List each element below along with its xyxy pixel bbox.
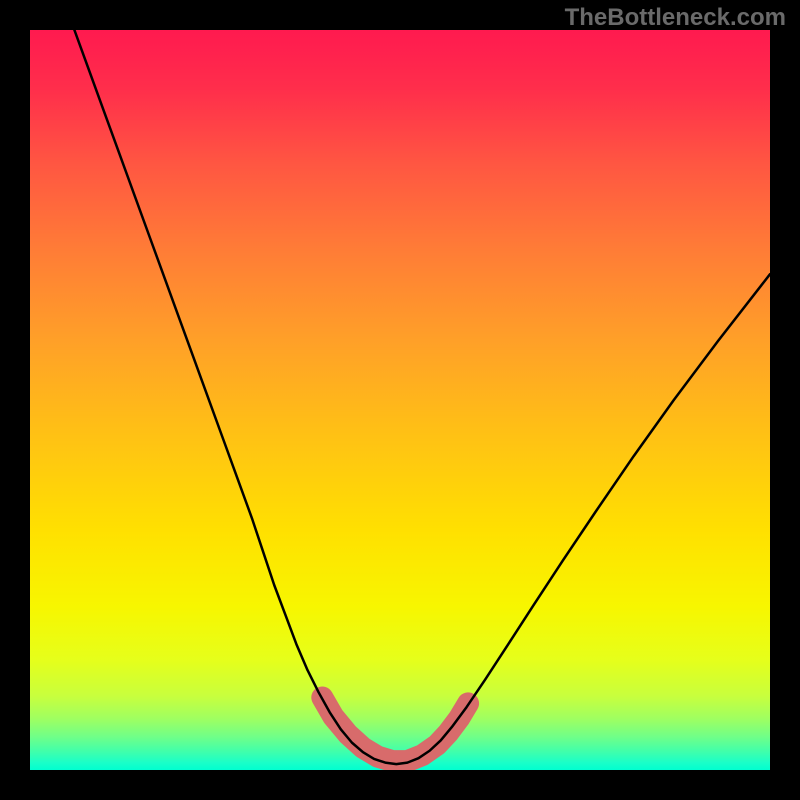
bottleneck-curve	[74, 30, 770, 764]
watermark-text: TheBottleneck.com	[565, 4, 786, 32]
chart-frame: TheBottleneck.com	[0, 0, 800, 800]
valley-highlight	[322, 697, 468, 761]
curve-layer	[30, 30, 770, 770]
plot-area	[30, 30, 770, 770]
